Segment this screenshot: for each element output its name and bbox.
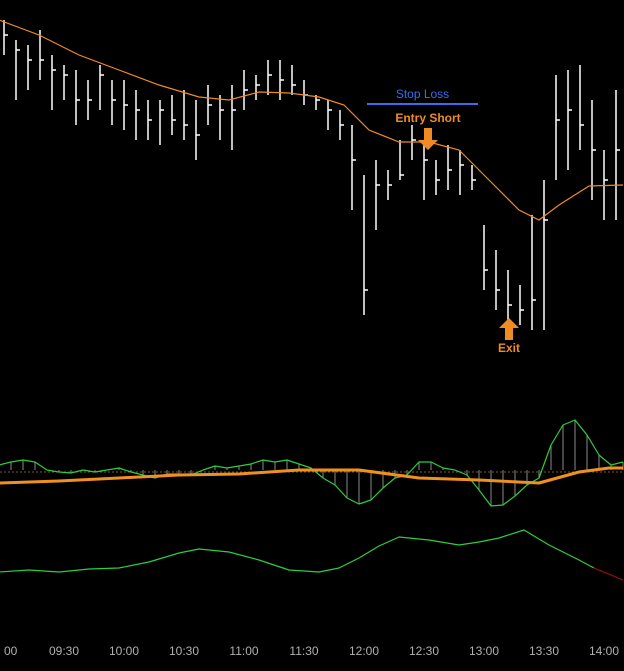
x-tick-label: 10:00 <box>109 644 139 658</box>
indicator-line <box>0 466 623 485</box>
x-tick-label: 13:30 <box>529 644 559 658</box>
x-tick-label: 12:00 <box>349 644 379 658</box>
x-tick-label: 13:00 <box>469 644 499 658</box>
indicator-line <box>593 567 624 581</box>
entry-label: Entry Short <box>395 111 460 125</box>
moving-average <box>0 19 624 221</box>
x-tick-label: 00 <box>4 644 18 658</box>
indicator-line <box>0 529 595 573</box>
indicator-line <box>0 419 624 507</box>
x-tick-label: 10:30 <box>169 644 199 658</box>
exit-arrow <box>499 318 519 340</box>
entry-arrow <box>418 128 438 150</box>
x-tick-label: 09:30 <box>49 644 79 658</box>
x-tick-label: 14:00 <box>589 644 619 658</box>
x-tick-label: 11:30 <box>289 644 318 658</box>
x-tick-label: 11:00 <box>229 644 258 658</box>
exit-label: Exit <box>498 341 520 355</box>
stop-loss-label: Stop Loss <box>396 87 449 101</box>
x-tick-label: 12:30 <box>409 644 439 658</box>
